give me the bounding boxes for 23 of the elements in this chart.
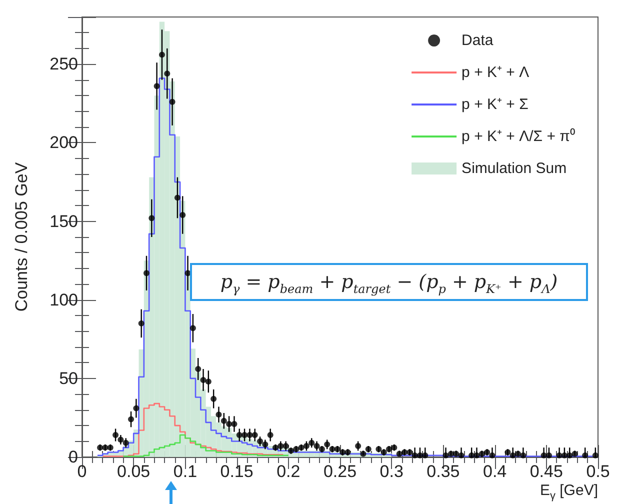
- text: p$_{γ}$ = p$_{beam}$ + p$_{target}$ − (p$_{p}$ + p$_{K⁺}$ + p$_{Λ}$): [220, 271, 558, 296]
- legend-label: p + K⁺ + Λ/Σ + π⁰: [462, 128, 576, 145]
- y-tick-label: 200: [50, 133, 78, 152]
- legend-label: Simulation Sum: [462, 160, 567, 177]
- y-tick-label: 100: [50, 290, 78, 310]
- x-tick-label: 0.4: [482, 462, 507, 481]
- x-tick-label: 0.5: [586, 462, 610, 481]
- x-tick-label: 0.15: [220, 462, 254, 481]
- x-tick-label: 0.2: [276, 462, 300, 481]
- x-axis-title: E$_{γ}$ [GeV]: [540, 482, 598, 502]
- legend-label: Data: [462, 32, 494, 49]
- y-axis-title: Counts / 0.005 GeV: [12, 162, 31, 312]
- y-tick-label: 250: [50, 54, 78, 74]
- x-tick-label: 0.3: [380, 462, 404, 481]
- x-tick-label: 0.45: [530, 462, 563, 481]
- x-tick-label: 0.05: [117, 462, 150, 481]
- x-tick-label: 0.1: [173, 462, 198, 481]
- y-tick-label: 150: [50, 212, 78, 231]
- x-tick-label: 0.25: [323, 462, 357, 481]
- legend-label: p + K⁺ + Λ: [462, 64, 530, 81]
- x-tick-label: 0.35: [426, 462, 460, 481]
- y-tick-label: 50: [59, 368, 78, 388]
- legend-label: p + K⁺ + Σ: [462, 96, 528, 113]
